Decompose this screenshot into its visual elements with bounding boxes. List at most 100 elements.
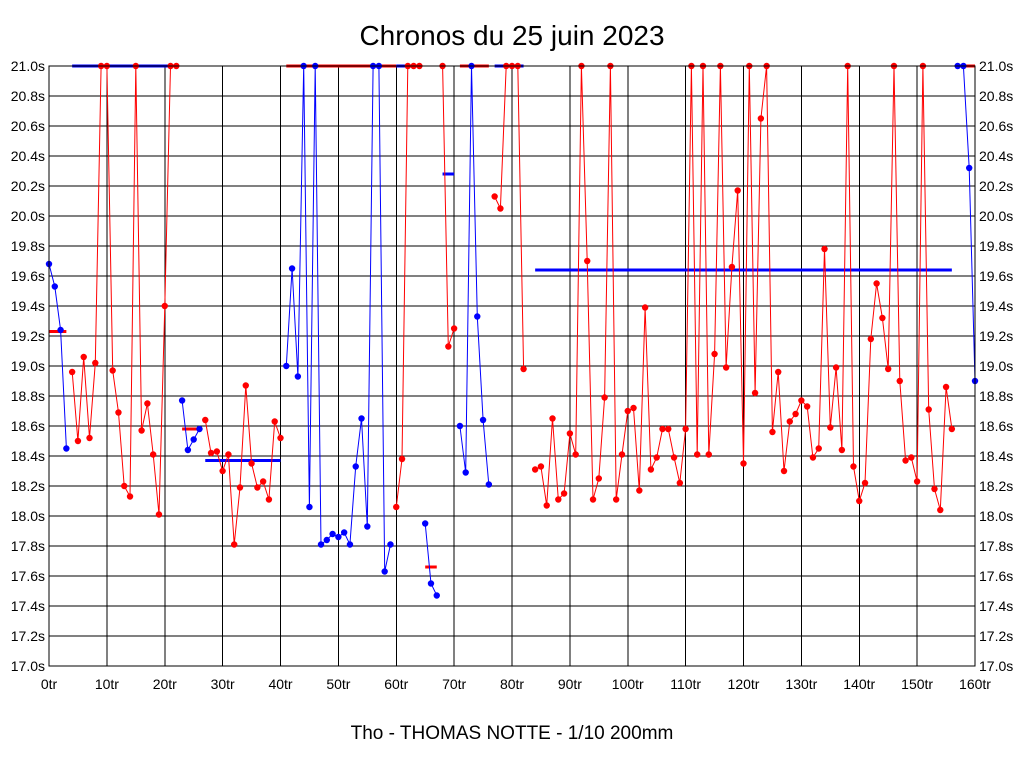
blue-data-point xyxy=(485,481,493,488)
blue-data-point xyxy=(352,463,359,470)
red-data-point xyxy=(109,367,116,374)
y-tick-label-right: 18.4s xyxy=(979,448,1013,464)
y-tick-label-left: 18.8s xyxy=(11,388,45,404)
y-tick-label-right: 17.4s xyxy=(979,598,1013,614)
red-data-point xyxy=(705,451,712,458)
red-data-point xyxy=(694,451,701,458)
red-data-point xyxy=(259,478,267,485)
red-data-point xyxy=(68,368,76,376)
red-data-point xyxy=(445,343,452,350)
y-tick-label-right: 19.0s xyxy=(979,358,1013,374)
red-data-point xyxy=(491,193,498,200)
red-data-point xyxy=(751,389,759,397)
red-data-point xyxy=(618,451,626,458)
red-data-point xyxy=(144,400,151,407)
blue-data-point xyxy=(421,520,429,527)
blue-data-point xyxy=(387,541,394,548)
red-data-point xyxy=(873,280,880,287)
red-data-point xyxy=(213,448,221,455)
red-5-line xyxy=(494,65,525,370)
red-data-point xyxy=(265,496,273,503)
y-tick-label-right: 20.6s xyxy=(979,118,1013,134)
red-data-point xyxy=(149,451,157,458)
red-data-point xyxy=(884,365,892,373)
red-data-point xyxy=(722,364,730,371)
blue-data-point xyxy=(51,283,58,290)
y-tick-label-right: 17.0s xyxy=(979,658,1013,674)
blue-data-point xyxy=(427,580,435,587)
x-tick-label: 140tr xyxy=(843,676,875,692)
blue-6-line xyxy=(957,65,976,382)
y-tick-label-right: 21.0s xyxy=(979,58,1013,74)
red-data-point xyxy=(792,410,799,418)
red-data-point xyxy=(121,482,128,490)
y-tick-label-left: 17.4s xyxy=(11,598,45,614)
red-data-point xyxy=(931,485,938,493)
red-1-line xyxy=(71,65,177,515)
red-data-point xyxy=(624,407,631,415)
y-tick-label-left: 18.2s xyxy=(11,478,45,494)
y-tick-label-left: 17.0s xyxy=(11,658,45,674)
red-data-point xyxy=(161,302,168,310)
blue-data-point xyxy=(364,523,371,530)
red-data-point xyxy=(942,383,950,391)
y-tick-label-left: 19.8s xyxy=(11,238,45,254)
red-data-point xyxy=(908,454,915,461)
red-data-point xyxy=(630,404,637,412)
x-tick-label: 30tr xyxy=(211,676,235,692)
red-data-point xyxy=(867,335,875,343)
y-tick-label-left: 17.6s xyxy=(11,568,45,584)
x-tick-label: 70tr xyxy=(442,676,466,692)
x-tick-label: 90tr xyxy=(558,676,582,692)
red-data-point xyxy=(641,304,649,311)
red-data-point xyxy=(786,418,793,425)
red-data-point xyxy=(589,496,597,503)
blue-data-point xyxy=(966,164,973,172)
blue-data-point xyxy=(456,422,464,430)
red-data-point xyxy=(809,454,817,461)
red-4-line xyxy=(442,65,455,347)
red-data-point xyxy=(757,115,765,122)
red-data-point xyxy=(595,475,603,482)
red-data-point xyxy=(537,463,545,470)
y-tick-label-right: 19.2s xyxy=(979,328,1013,344)
blue-data-point xyxy=(288,265,296,272)
red-data-point xyxy=(555,496,562,503)
red-data-point xyxy=(254,484,261,491)
red-data-point xyxy=(659,425,666,433)
y-tick-label-left: 19.0s xyxy=(11,358,45,374)
y-tick-label-left: 20.4s xyxy=(11,148,45,164)
red-data-point xyxy=(80,353,87,361)
y-tick-label-right: 20.8s xyxy=(979,88,1013,104)
blue-data-point xyxy=(323,536,330,544)
y-tick-label-left: 17.2s xyxy=(11,628,45,644)
red-data-point xyxy=(520,365,527,373)
y-tick-label-left: 18.6s xyxy=(11,418,45,434)
y-tick-label-left: 20.6s xyxy=(11,118,45,134)
red-data-point xyxy=(815,445,822,452)
blue-data-point xyxy=(462,469,469,476)
red-data-point xyxy=(937,506,944,514)
x-tick-label: 120tr xyxy=(728,676,760,692)
y-tick-label-right: 20.2s xyxy=(979,178,1013,194)
red-data-point xyxy=(207,449,215,457)
red-data-point xyxy=(74,437,82,445)
blue-data-point xyxy=(57,326,64,334)
blue-data-point xyxy=(63,445,70,452)
red-data-point xyxy=(711,350,718,358)
axes: 17.0s 17.0s 17.2s 17.2s 17.4s 17.4s 17.6s 17.6s… xyxy=(11,58,1014,692)
red-data-point xyxy=(948,425,956,433)
red-data-point xyxy=(653,454,660,461)
y-tick-label-right: 18.6s xyxy=(979,418,1013,434)
red-data-point xyxy=(225,451,232,458)
red-data-point xyxy=(803,403,811,410)
red-data-point xyxy=(236,484,244,491)
y-tick-label-right: 19.8s xyxy=(979,238,1013,254)
y-tick-label-right: 20.0s xyxy=(979,208,1013,224)
red-data-point xyxy=(612,496,620,503)
red-data-point xyxy=(248,460,255,467)
red-data-point xyxy=(242,382,249,389)
blue-data-point xyxy=(184,446,192,454)
blue-data-point xyxy=(196,425,203,433)
